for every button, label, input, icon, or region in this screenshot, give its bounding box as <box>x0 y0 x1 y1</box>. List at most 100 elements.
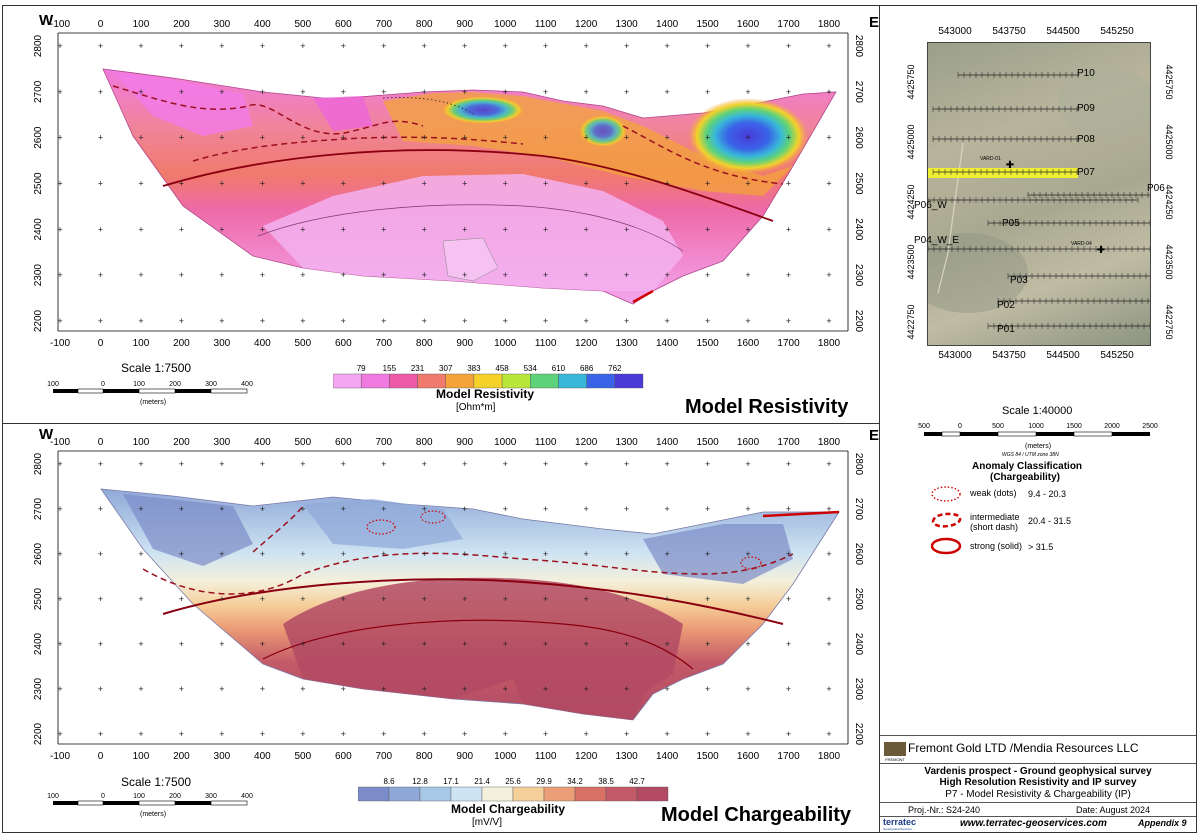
grid-cross: + <box>786 224 791 234</box>
grid-cross: + <box>543 179 548 189</box>
grid-cross: + <box>624 549 629 559</box>
chargeability-colorbar: 8.6 12.8 17.1 21.4 25.6 29.9 34.2 38.5 42.7 <box>358 777 669 802</box>
grid-cross: + <box>543 549 548 559</box>
profile-label[interactable]: P09 <box>1077 103 1095 114</box>
grid-cross: + <box>300 549 305 559</box>
grid-cross: + <box>705 504 710 514</box>
strong-anomaly-symbol <box>930 537 962 555</box>
scale-tick-label: 300 <box>205 793 217 800</box>
website-link[interactable]: www.terratec-geoservices.com <box>960 818 1107 829</box>
profile-label[interactable]: P03 <box>1010 275 1028 286</box>
grid-cross: + <box>745 549 750 559</box>
grid-cross: + <box>705 41 710 51</box>
grid-cross: + <box>664 729 669 739</box>
profile-label[interactable]: P10 <box>1077 68 1095 79</box>
y-tick-label-right: 2800 <box>853 453 864 476</box>
grid-cross: + <box>179 316 184 326</box>
easting-label-bottom: 545250 <box>1100 350 1134 361</box>
grid-cross: + <box>786 316 791 326</box>
grid-cross: + <box>462 549 467 559</box>
grid-cross: + <box>219 594 224 604</box>
grid-cross: + <box>826 504 831 514</box>
grid-cross: + <box>462 224 467 234</box>
resistivity-panel: + + + + + + + + + + + + + + + + + + + + + + + + + + + + + + + + + + + + + + + +… <box>2 5 880 424</box>
colorbar-tick-label: 383 <box>467 364 481 373</box>
weak-anomaly-symbol <box>931 486 961 502</box>
grid-cross: + <box>503 504 508 514</box>
profile-label[interactable]: P05 <box>1002 218 1020 229</box>
grid-cross: + <box>422 179 427 189</box>
profile-label[interactable]: P06 <box>1147 183 1165 194</box>
grid-cross: + <box>503 459 508 469</box>
grid-cross: + <box>179 179 184 189</box>
x-tick-label-top: 400 <box>254 437 271 448</box>
x-tick-label-top: 700 <box>375 19 392 30</box>
grid-cross: + <box>341 224 346 234</box>
x-tick-label-top: 700 <box>375 437 392 448</box>
x-tick-label-top: 1800 <box>818 437 841 448</box>
x-tick-label-bottom: 1700 <box>777 338 800 349</box>
map-scale-bar: 500 0 500 1000 1500 2000 2500 <box>918 423 1158 437</box>
grid-cross: + <box>745 639 750 649</box>
profile-label[interactable]: P01 <box>997 324 1015 335</box>
panel-title: Model Chargeability <box>661 804 852 826</box>
grid-cross: + <box>381 179 386 189</box>
grid-cross: + <box>826 639 831 649</box>
scale-unit: (meters) <box>140 811 167 818</box>
northing-label-right: 4425000 <box>1164 124 1174 159</box>
grid-cross: + <box>381 459 386 469</box>
project-number: Proj.-Nr.: S24-240 <box>908 805 981 815</box>
grid-cross: + <box>624 504 629 514</box>
x-tick-label-bottom: 100 <box>133 751 150 762</box>
x-tick-label-bottom: 1600 <box>737 338 760 349</box>
x-tick-label-bottom: 1500 <box>696 751 719 762</box>
profile-label[interactable]: P06_W <box>914 200 947 211</box>
west-label: W <box>39 12 54 29</box>
profile-label[interactable]: P04_W_E <box>914 235 960 246</box>
grid-cross: + <box>422 504 427 514</box>
x-tick-label-top: 800 <box>416 19 433 30</box>
grid-cross: + <box>543 729 548 739</box>
x-tick-label-bottom: 1200 <box>575 751 598 762</box>
grid-cross: + <box>300 270 305 280</box>
colorbar-swatch <box>481 786 514 802</box>
profile-label[interactable]: P08 <box>1077 134 1095 145</box>
grid-cross: + <box>98 316 103 326</box>
grid-cross: + <box>705 224 710 234</box>
grid-cross: + <box>745 504 750 514</box>
grid-cross: + <box>57 594 62 604</box>
x-tick-label-top: 0 <box>98 437 104 448</box>
grid-cross: + <box>57 87 62 97</box>
grid-cross: + <box>826 684 831 694</box>
grid-cross: + <box>260 270 265 280</box>
x-tick-label-top: 400 <box>254 19 271 30</box>
y-tick-label-left: 2200 <box>33 309 44 332</box>
grid-cross: + <box>584 594 589 604</box>
grid-cross: + <box>503 179 508 189</box>
grid-cross: + <box>138 594 143 604</box>
map-scale-title: Scale 1:40000 <box>1002 405 1073 417</box>
grid-cross: + <box>219 729 224 739</box>
profile-label[interactable]: P07 <box>1077 167 1095 178</box>
grid-cross: + <box>381 270 386 280</box>
grid-cross: + <box>664 639 669 649</box>
grid-cross: + <box>826 179 831 189</box>
x-tick-label-bottom: 1100 <box>535 338 557 349</box>
grid-cross: + <box>57 549 62 559</box>
x-tick-label-bottom: 300 <box>214 338 231 349</box>
x-tick-label-top: 1500 <box>696 19 719 30</box>
grid-cross: + <box>300 316 305 326</box>
grid-cross: + <box>624 639 629 649</box>
colorbar-tick-label: 29.9 <box>536 777 552 786</box>
grid-cross: + <box>260 179 265 189</box>
grid-cross: + <box>826 41 831 51</box>
grid-cross: + <box>624 594 629 604</box>
drillhole-label: VARD-04 <box>1071 241 1092 247</box>
x-tick-label-bottom: 600 <box>335 338 352 349</box>
grid-cross: + <box>138 459 143 469</box>
x-tick-label-top: 300 <box>214 19 231 30</box>
x-tick-label-bottom: 1300 <box>616 338 639 349</box>
x-tick-label-bottom: 1500 <box>696 338 719 349</box>
profile-label[interactable]: P02 <box>997 300 1015 311</box>
grid-cross: + <box>422 270 427 280</box>
